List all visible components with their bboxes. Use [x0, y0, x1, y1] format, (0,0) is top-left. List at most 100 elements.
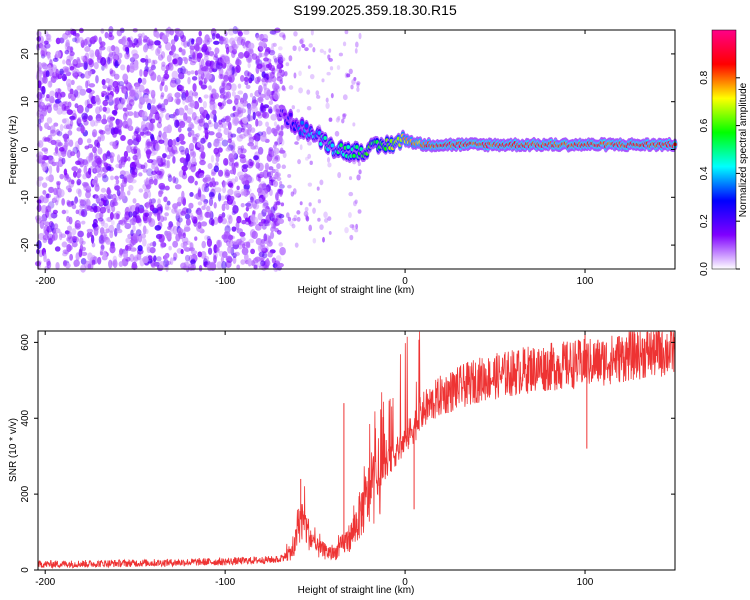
ridge-core	[323, 135, 327, 140]
spectrogram-noise-blob	[128, 184, 134, 191]
spectrogram-noise-blob	[46, 33, 52, 41]
spectrogram-noise-blob	[227, 234, 234, 241]
spectrogram-noise-blob	[127, 138, 134, 146]
spectrogram-noise-blob	[46, 117, 53, 124]
spectrogram-noise-blob	[160, 103, 166, 112]
spectrogram-noise-blob	[242, 243, 246, 249]
spectrogram-noise-blob	[203, 56, 209, 61]
spectrogram-noise-blob	[160, 51, 166, 59]
spectrogram-noise-blob	[203, 122, 209, 131]
spectrogram-noise-blob	[158, 182, 166, 190]
spectrogram-noise-blob	[54, 161, 59, 166]
spectrogram-noise-blob	[48, 165, 53, 175]
spectrogram-noise-blob	[315, 90, 320, 96]
spectrogram-noise-blob	[259, 52, 265, 58]
spectrogram-noise-blob	[142, 168, 148, 173]
spectrogram-noise-blob	[226, 120, 231, 127]
spectrogram-noise-blob	[105, 228, 110, 234]
spectrogram-noise-blob	[258, 221, 264, 227]
spectrogram-noise-blob	[284, 70, 288, 76]
spectrogram-noise-blob	[151, 71, 156, 81]
spectrogram-noise-blob	[109, 230, 114, 239]
spectrogram-noise-blob	[155, 48, 161, 56]
spectrogram-noise-blob	[244, 179, 250, 186]
spectrogram-noise-blob	[351, 79, 356, 85]
spectrogram-noise-blob	[170, 77, 177, 84]
spectrogram-noise-blob	[122, 39, 130, 48]
spectrogram-noise-blob	[223, 181, 227, 188]
spectrogram-noise-blob	[319, 48, 324, 53]
colorbar-gradient	[711, 29, 737, 270]
spectrogram-noise-blob	[67, 225, 73, 232]
spectrogram-noise-blob	[239, 97, 244, 105]
spectrogram-noise-blob	[62, 32, 69, 40]
spectrogram-noise-blob	[271, 257, 277, 264]
spectrogram-noise-blob	[106, 45, 113, 52]
spectrogram-noise-blob	[250, 74, 255, 82]
spectrogram-noise-blob	[108, 119, 114, 128]
spectrogram-noise-blob	[180, 262, 187, 270]
spectrogram-noise-blob	[327, 162, 332, 168]
spectrogram-noise-blob	[237, 29, 242, 35]
spectrogram-noise-blob	[96, 173, 102, 178]
spectrogram-noise-blob	[305, 215, 310, 222]
spectrogram-noise-blob	[69, 51, 75, 57]
spectrogram-noise-blob	[272, 263, 278, 269]
spectrogram-noise-blob	[100, 56, 107, 66]
spectrogram-noise-blob	[256, 187, 263, 194]
spectrogram-noise-blob	[218, 73, 223, 80]
spectrogram-noise-blob	[175, 211, 180, 216]
spectrogram-noise-blob	[106, 84, 113, 91]
spectrogram-noise-blob	[147, 58, 152, 64]
x-tick-label: 0	[402, 276, 408, 287]
spectrogram-noise-blob	[135, 203, 140, 208]
spectrogram-noise-blob	[240, 259, 246, 265]
spectrogram-noise-blob	[93, 176, 98, 184]
spectrogram-noise-blob	[155, 144, 161, 151]
spectrogram-noise-blob	[38, 232, 45, 241]
spectrogram-noise-blob	[104, 128, 112, 135]
spectrogram-noise-blob	[143, 191, 149, 200]
spectrogram-noise-blob	[181, 190, 185, 200]
spectrogram-noise-blob	[342, 113, 346, 120]
spectrogram-noise-blob	[264, 50, 268, 59]
page-title: S199.2025.359.18.30.R15	[293, 2, 457, 18]
spectrogram-noise-blob	[158, 233, 165, 243]
spectrogram-noise-blob	[98, 239, 105, 245]
spectrogram-noise-blob	[127, 37, 131, 42]
spectrogram-noise-blob	[356, 82, 360, 88]
spectrogram-noise-blob	[130, 179, 137, 184]
spectrogram-noise-blob	[148, 176, 154, 183]
spectrogram-noise-blob	[63, 124, 70, 130]
spectrogram-noise-blob	[287, 173, 292, 178]
spectrogram-noise-blob	[225, 147, 231, 152]
spectrogram-noise-blob	[99, 130, 106, 135]
spectrogram-noise-blob	[133, 110, 137, 118]
spectrogram-noise-blob	[109, 68, 114, 75]
spectrogram-noise-blob	[85, 80, 89, 89]
spectrogram-noise-blob	[177, 196, 184, 205]
spectrogram-noise-blob	[255, 55, 260, 65]
spectrogram-noise-blob	[55, 37, 61, 45]
spectrogram-noise-blob	[47, 156, 55, 164]
y-tick-label: -10	[20, 190, 31, 205]
spectrogram-noise-blob	[156, 203, 163, 213]
spectrogram-noise-blob	[112, 255, 118, 264]
spectrogram-noise-blob	[36, 240, 42, 250]
spectrogram-noise-blob	[108, 259, 113, 269]
spectrogram-noise-blob	[149, 118, 156, 124]
spectrogram-noise-blob	[53, 122, 59, 127]
spectrogram-noise-blob	[163, 73, 170, 80]
spectrogram-noise-blob	[46, 94, 50, 99]
spectrogram-noise-blob	[177, 67, 184, 74]
spectrogram-noise-blob	[56, 107, 63, 115]
spectrogram-noise-blob	[126, 144, 132, 153]
spectrogram-noise-blob	[358, 169, 362, 175]
spectrogram-noise-blob	[50, 129, 57, 137]
spectrogram-noise-blob	[254, 76, 261, 84]
spectrogram-noise-blob	[126, 174, 133, 180]
spectrogram-noise-blob	[237, 52, 245, 59]
spectrogram-noise-blob	[71, 228, 77, 236]
spectrogram-noise-blob	[142, 38, 148, 43]
